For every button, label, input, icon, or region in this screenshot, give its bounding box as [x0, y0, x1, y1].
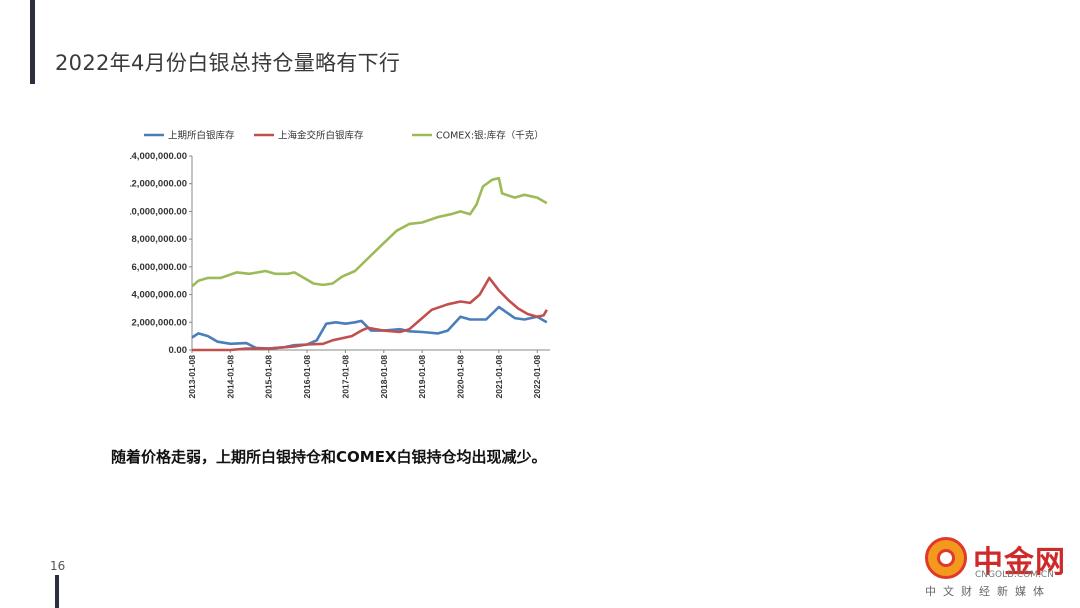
series-line-1 — [191, 305, 548, 350]
x-tick-label: 2017-01-08 — [340, 355, 350, 399]
x-tick-label: 2020-01-08 — [456, 355, 466, 399]
brand-name: 中金网 — [973, 545, 1066, 580]
legend-label-3: COMEX:银:库存（千克） — [436, 130, 544, 142]
y-tick-label: 12,000,000.00 — [130, 179, 187, 190]
x-tick-label: 2022-01-08 — [532, 355, 542, 399]
brand-logo-icon — [925, 537, 967, 579]
x-tick-label: 2014-01-08 — [225, 355, 235, 399]
y-tick-label: 4,000,000.00 — [132, 290, 187, 301]
legend-label-1: 上期所白银库存 — [168, 130, 235, 142]
y-tick-label: 6,000,000.00 — [132, 262, 187, 273]
brand-watermark: 中金网 CNGOLD.COM.CN 中文财经新媒体 — [905, 533, 1075, 605]
series-line-3 — [191, 176, 548, 288]
x-tick-label: 2021-01-08 — [494, 355, 504, 399]
brand-slogan: 中文财经新媒体 — [925, 585, 1051, 598]
y-tick-label: 14,000,000.00 — [130, 151, 187, 162]
x-tick-label: 2015-01-08 — [264, 355, 274, 399]
x-tick-label: 2019-01-08 — [417, 355, 427, 399]
y-tick-label: 8,000,000.00 — [132, 234, 187, 245]
page-title: 2022年4月份白银总持仓量略有下行 — [55, 51, 401, 75]
legend-label-2: 上海金交所白银库存 — [278, 130, 364, 142]
x-tick-label: 2016-01-08 — [302, 355, 312, 399]
footer-accent-bar — [55, 575, 59, 608]
y-tick-label: 10,000,000.00 — [130, 206, 187, 217]
x-tick-label: 2013-01-08 — [187, 355, 197, 399]
silver-inventory-chart: 0.00 2,000,000.00 4,000,000.00 6,000,000.00… — [130, 130, 550, 399]
y-tick-label: 0.00 — [169, 345, 188, 356]
chart-caption: 随着价格走弱，上期所白银持仓和COMEX白银持仓均出现减少。 — [111, 448, 547, 466]
x-tick-label: 2018-01-08 — [379, 355, 389, 399]
series-line-2 — [192, 276, 548, 352]
y-tick-label: 2,000,000.00 — [132, 317, 187, 328]
page-number: 16 — [50, 559, 66, 573]
title-accent-bar — [30, 0, 35, 84]
brand-url: CNGOLD.COM.CN — [975, 570, 1054, 580]
brand-logo-inner — [937, 549, 955, 567]
